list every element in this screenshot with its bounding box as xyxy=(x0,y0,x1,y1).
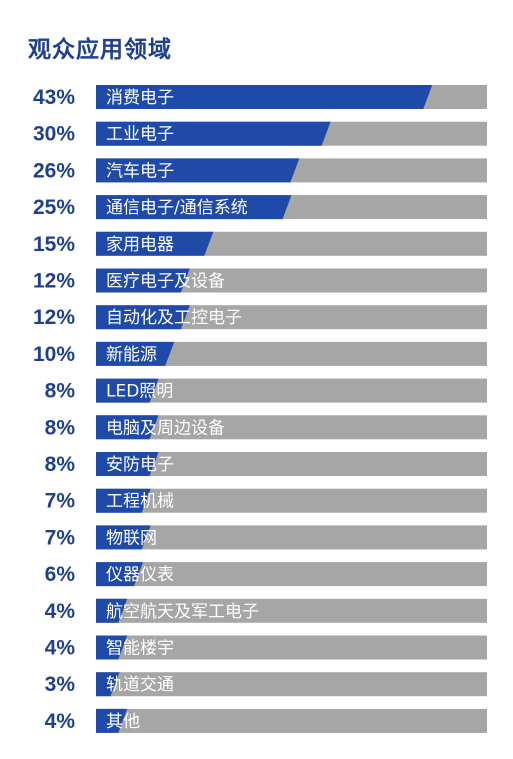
bar xyxy=(96,341,175,366)
bar-track xyxy=(96,415,487,440)
category-label: 家用电器 xyxy=(106,235,174,255)
bar-track xyxy=(96,672,487,697)
category-label: LED照明 xyxy=(106,382,173,402)
bar xyxy=(96,708,128,733)
value-label: 4% xyxy=(45,600,76,623)
category-label: 智能楼宇 xyxy=(106,639,174,659)
value-label: 26% xyxy=(33,159,75,182)
category-label: 电脑及周边设备 xyxy=(106,418,225,438)
value-label: 6% xyxy=(45,563,76,586)
category-label: 工程机械 xyxy=(106,492,174,512)
value-label: 25% xyxy=(33,196,75,219)
category-label: 物联网 xyxy=(106,528,157,548)
category-label: 轨道交通 xyxy=(106,675,174,695)
bar-track xyxy=(96,562,487,587)
bar xyxy=(96,452,159,476)
bar xyxy=(96,672,120,697)
value-label: 30% xyxy=(33,123,75,146)
value-label: 7% xyxy=(45,526,76,549)
value-label: 10% xyxy=(33,343,75,366)
value-label: 12% xyxy=(33,306,75,329)
value-label: 8% xyxy=(45,453,76,476)
bar xyxy=(96,268,190,293)
category-label: 汽车电子 xyxy=(106,161,174,181)
bar xyxy=(96,488,151,513)
value-label: 4% xyxy=(45,637,76,660)
value-label: 8% xyxy=(45,416,76,439)
bar-track xyxy=(96,525,487,550)
value-label: 15% xyxy=(33,233,75,256)
bar xyxy=(96,121,331,146)
category-label: 自动化及工控电子 xyxy=(106,308,242,328)
bar xyxy=(96,305,190,330)
bar xyxy=(96,598,128,623)
category-label: 其他 xyxy=(106,712,140,732)
category-label: 新能源 xyxy=(106,345,157,365)
bar xyxy=(96,415,159,440)
value-label: 7% xyxy=(45,490,76,513)
bar-track xyxy=(96,635,487,660)
bar xyxy=(96,158,300,183)
bar-track xyxy=(96,488,487,513)
chart-title: 观众应用领域 xyxy=(28,37,172,63)
value-label: 3% xyxy=(45,673,76,696)
bar-track xyxy=(96,598,487,623)
bar xyxy=(96,378,159,403)
bar xyxy=(96,85,433,109)
category-label: 航空航天及军工电子 xyxy=(106,602,259,622)
bar xyxy=(96,525,151,550)
bar-track xyxy=(96,708,487,733)
category-label: 仪器仪表 xyxy=(106,565,174,585)
value-label: 43% xyxy=(33,86,75,109)
category-label: 工业电子 xyxy=(106,125,174,145)
bar xyxy=(96,231,214,256)
bar-track xyxy=(96,452,487,476)
bar xyxy=(96,635,128,660)
category-label: 消费电子 xyxy=(106,88,174,108)
bar-track xyxy=(96,378,487,403)
category-label: 医疗电子及设备 xyxy=(106,272,225,292)
bar xyxy=(96,562,143,587)
value-label: 8% xyxy=(45,380,76,403)
value-label: 4% xyxy=(45,710,76,733)
category-label: 通信电子/通信系统 xyxy=(106,198,248,218)
bar xyxy=(96,195,292,220)
category-label: 安防电子 xyxy=(106,455,174,475)
value-label: 12% xyxy=(33,270,75,293)
